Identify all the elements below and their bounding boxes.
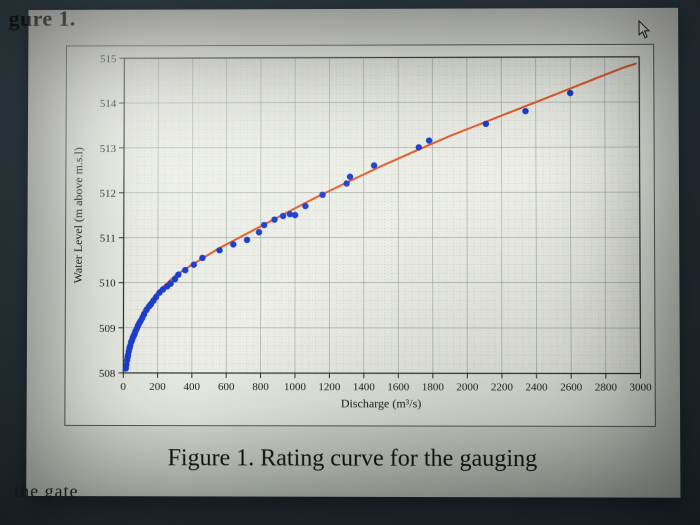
svg-text:514: 514	[100, 98, 117, 110]
svg-text:200: 200	[149, 381, 166, 393]
heading-fragment: gure 1.	[9, 6, 76, 32]
svg-text:2800: 2800	[595, 381, 618, 393]
svg-text:511: 511	[100, 233, 116, 245]
mouse-cursor-icon	[638, 20, 652, 40]
svg-text:1400: 1400	[353, 381, 376, 393]
svg-text:400: 400	[184, 381, 201, 393]
svg-text:Discharge (m³/s): Discharge (m³/s)	[341, 396, 422, 410]
svg-text:512: 512	[100, 188, 116, 200]
svg-text:513: 513	[100, 143, 117, 155]
svg-text:1600: 1600	[387, 381, 410, 393]
document-page: gure 1. 02004006008001000120014001600180…	[26, 8, 680, 498]
svg-text:509: 509	[99, 323, 116, 335]
svg-text:1000: 1000	[284, 381, 307, 393]
cutoff-text-fragment: the gate	[14, 481, 78, 502]
svg-text:0: 0	[120, 381, 126, 393]
svg-text:Water Level (m above m.s.l): Water Level (m above m.s.l)	[71, 147, 86, 283]
svg-text:1800: 1800	[422, 381, 445, 393]
svg-text:1200: 1200	[318, 381, 341, 393]
chart-panel: 0 200 400 600 800 1000 1200 1400 1600 1800 2000 220…	[64, 44, 656, 427]
svg-text:2000: 2000	[456, 381, 479, 393]
svg-text:800: 800	[252, 381, 269, 393]
svg-text:2400: 2400	[526, 381, 549, 393]
svg-text:3000: 3000	[629, 382, 652, 394]
svg-text:600: 600	[218, 381, 235, 393]
svg-text:2600: 2600	[560, 381, 583, 393]
svg-text:510: 510	[99, 278, 116, 290]
rating-curve-chart: 0 200 400 600 800 1000 1200 1400 1600 1800 2000 220…	[65, 45, 655, 426]
figure-caption: Figure 1. Rating curve for the gauging	[26, 445, 680, 474]
svg-text:508: 508	[99, 368, 116, 380]
svg-text:2200: 2200	[491, 381, 514, 393]
svg-text:515: 515	[100, 53, 117, 65]
photo-background: gure 1. 0 200 400 600 800 1000 1200 1400 1600 180…	[0, 0, 700, 525]
